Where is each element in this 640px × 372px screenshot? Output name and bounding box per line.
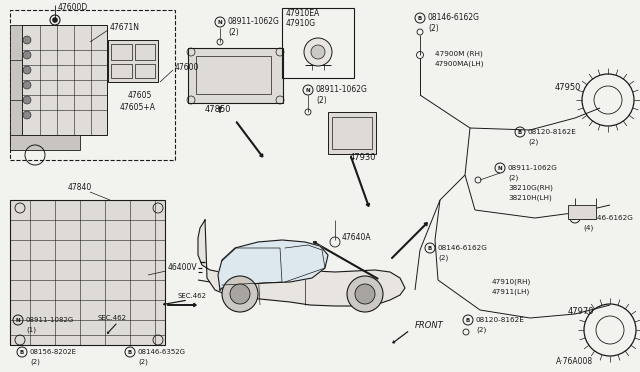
Text: A·76A008: A·76A008: [556, 357, 593, 366]
Circle shape: [355, 284, 375, 304]
Text: B: B: [20, 350, 24, 355]
Text: SEC.462: SEC.462: [178, 293, 207, 299]
Text: 08911-1062G: 08911-1062G: [508, 165, 558, 171]
Text: 47840: 47840: [68, 183, 92, 192]
Text: 47850: 47850: [205, 106, 232, 115]
Text: (2): (2): [316, 96, 327, 105]
Text: N: N: [16, 317, 20, 323]
Bar: [135, 64, 155, 78]
Text: 47950: 47950: [555, 83, 581, 93]
Text: 47910EA: 47910EA: [286, 10, 320, 19]
Circle shape: [23, 51, 31, 59]
Text: 47900M (RH): 47900M (RH): [435, 51, 483, 57]
Text: B: B: [573, 215, 577, 221]
Bar: [568, 205, 596, 219]
Bar: [10, 200, 165, 345]
Circle shape: [222, 276, 258, 312]
Bar: [111, 64, 132, 78]
Bar: [332, 117, 372, 149]
Text: FRONT: FRONT: [415, 321, 444, 330]
Bar: [10, 25, 22, 145]
Text: B: B: [418, 16, 422, 20]
Bar: [188, 48, 283, 103]
Text: (2): (2): [528, 139, 538, 145]
Text: B: B: [428, 246, 432, 250]
Text: 47910(RH): 47910(RH): [492, 279, 531, 285]
Circle shape: [23, 111, 31, 119]
Text: SEC.462: SEC.462: [98, 315, 127, 321]
Text: 08146-6352G: 08146-6352G: [138, 349, 186, 355]
Bar: [22, 25, 107, 135]
Text: (2): (2): [428, 23, 439, 32]
Text: 47900MA(LH): 47900MA(LH): [435, 61, 484, 67]
Text: 47600: 47600: [175, 64, 200, 73]
Bar: [111, 44, 132, 60]
Bar: [282, 8, 354, 78]
Text: B: B: [128, 350, 132, 355]
Bar: [328, 112, 376, 154]
Text: (2): (2): [30, 359, 40, 365]
Text: 08911-1062G: 08911-1062G: [228, 17, 280, 26]
Text: 08120-8162E: 08120-8162E: [476, 317, 525, 323]
Bar: [135, 44, 155, 60]
Text: 08146-6162G: 08146-6162G: [428, 13, 480, 22]
Text: 38210G(RH): 38210G(RH): [508, 185, 553, 191]
Bar: [10, 135, 80, 150]
Circle shape: [230, 284, 250, 304]
Text: N: N: [306, 87, 310, 93]
Bar: [196, 56, 271, 94]
Text: (2): (2): [438, 255, 448, 261]
Circle shape: [347, 276, 383, 312]
Text: 47911(LH): 47911(LH): [492, 289, 531, 295]
Text: 47930: 47930: [350, 154, 376, 163]
Bar: [108, 40, 158, 82]
Text: 47910G: 47910G: [286, 19, 316, 29]
Text: 47600D: 47600D: [58, 3, 88, 13]
Text: B: B: [466, 317, 470, 323]
Circle shape: [311, 45, 325, 59]
Circle shape: [23, 66, 31, 74]
Circle shape: [304, 38, 332, 66]
Text: 08156-8202E: 08156-8202E: [30, 349, 77, 355]
Text: 08146-6162G: 08146-6162G: [583, 215, 633, 221]
Text: 47970: 47970: [568, 308, 595, 317]
Circle shape: [23, 81, 31, 89]
Text: (2): (2): [508, 175, 518, 181]
Text: 47605+A: 47605+A: [120, 103, 156, 112]
Polygon shape: [198, 220, 405, 306]
Text: N: N: [218, 19, 222, 25]
Text: B: B: [518, 129, 522, 135]
Text: (2): (2): [228, 28, 239, 36]
Circle shape: [52, 17, 58, 22]
Text: (2): (2): [138, 359, 148, 365]
Circle shape: [23, 96, 31, 104]
Text: (2): (2): [476, 327, 486, 333]
Bar: [10, 10, 175, 160]
Text: N: N: [498, 166, 502, 170]
Text: 46400V: 46400V: [168, 263, 198, 273]
Text: 08911-1082G: 08911-1082G: [26, 317, 74, 323]
Polygon shape: [218, 240, 328, 290]
Text: 08120-8162E: 08120-8162E: [528, 129, 577, 135]
Text: 08146-6162G: 08146-6162G: [438, 245, 488, 251]
Text: (1): (1): [26, 327, 36, 333]
Circle shape: [23, 36, 31, 44]
Text: 38210H(LH): 38210H(LH): [508, 195, 552, 201]
Text: (4): (4): [583, 225, 593, 231]
Text: 47671N: 47671N: [110, 22, 140, 32]
Text: 47605: 47605: [128, 92, 152, 100]
Text: 47640A: 47640A: [342, 234, 372, 243]
Text: 08911-1062G: 08911-1062G: [316, 86, 368, 94]
